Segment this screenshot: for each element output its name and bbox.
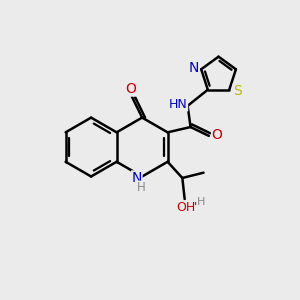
Text: O: O bbox=[125, 82, 136, 96]
Text: HN: HN bbox=[169, 98, 188, 111]
Text: N: N bbox=[189, 61, 199, 75]
Text: O: O bbox=[212, 128, 223, 142]
Text: H: H bbox=[137, 181, 146, 194]
Text: S: S bbox=[233, 84, 242, 98]
Text: OH: OH bbox=[176, 201, 196, 214]
Text: N: N bbox=[132, 171, 142, 185]
Text: H: H bbox=[197, 196, 205, 206]
